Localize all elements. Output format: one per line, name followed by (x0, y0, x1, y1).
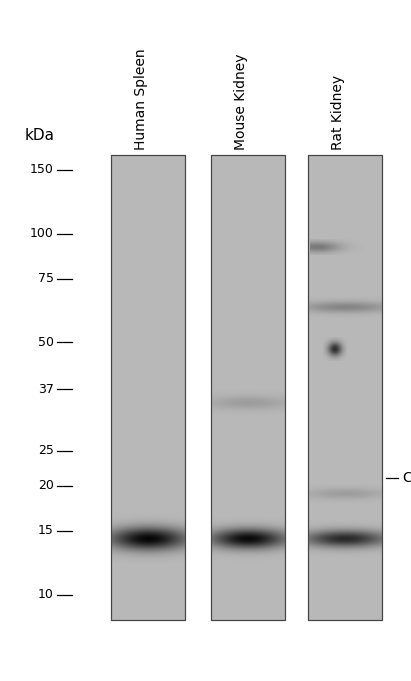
Bar (308, 155, 382, 620)
Text: 100: 100 (30, 227, 54, 240)
Bar (308, 155, 382, 620)
Bar (111, 155, 185, 620)
Text: 25: 25 (38, 445, 54, 458)
Bar (211, 155, 285, 620)
Text: 37: 37 (38, 383, 54, 396)
Text: 15: 15 (38, 524, 54, 537)
Text: kDa: kDa (25, 128, 55, 143)
Text: 10: 10 (38, 588, 54, 601)
Text: Human Spleen: Human Spleen (134, 48, 148, 150)
Text: CIB1: CIB1 (402, 471, 411, 485)
Text: 20: 20 (38, 479, 54, 492)
Text: 50: 50 (38, 336, 54, 349)
Bar (111, 155, 185, 620)
Bar (211, 155, 285, 620)
Text: Mouse Kidney: Mouse Kidney (234, 54, 248, 150)
Text: Rat Kidney: Rat Kidney (331, 75, 345, 150)
Text: 150: 150 (30, 163, 54, 176)
Text: 75: 75 (38, 272, 54, 285)
